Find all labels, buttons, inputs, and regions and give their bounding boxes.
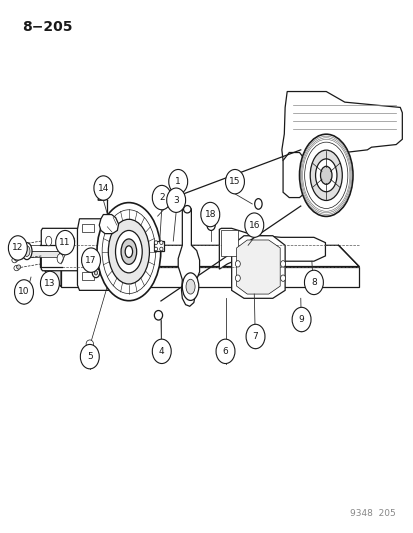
Ellipse shape <box>57 254 63 263</box>
Polygon shape <box>231 236 285 298</box>
Circle shape <box>166 188 185 213</box>
Ellipse shape <box>97 203 160 301</box>
Text: 9: 9 <box>298 315 304 324</box>
Ellipse shape <box>86 340 93 348</box>
Ellipse shape <box>183 206 190 213</box>
Text: 3: 3 <box>173 196 178 205</box>
Polygon shape <box>153 241 164 251</box>
Ellipse shape <box>280 275 285 281</box>
Ellipse shape <box>159 241 163 245</box>
Ellipse shape <box>125 246 132 257</box>
Ellipse shape <box>159 247 163 251</box>
Circle shape <box>225 169 244 194</box>
Circle shape <box>81 248 100 272</box>
Circle shape <box>292 308 310 332</box>
Ellipse shape <box>154 311 162 320</box>
Ellipse shape <box>206 220 215 230</box>
Ellipse shape <box>14 265 19 271</box>
Ellipse shape <box>309 150 342 200</box>
Ellipse shape <box>14 242 19 246</box>
Polygon shape <box>40 245 358 266</box>
Polygon shape <box>98 195 106 200</box>
Circle shape <box>152 185 171 210</box>
Circle shape <box>94 176 113 200</box>
Polygon shape <box>236 240 280 294</box>
Ellipse shape <box>235 261 240 267</box>
Ellipse shape <box>69 236 75 246</box>
Circle shape <box>169 169 187 194</box>
Text: 8: 8 <box>310 278 316 287</box>
Polygon shape <box>26 245 59 251</box>
Polygon shape <box>282 152 305 198</box>
Ellipse shape <box>12 243 17 248</box>
Circle shape <box>200 203 219 227</box>
Ellipse shape <box>154 247 157 251</box>
Text: 13: 13 <box>44 279 55 288</box>
Text: 1: 1 <box>175 177 180 186</box>
Ellipse shape <box>12 257 17 263</box>
Polygon shape <box>219 228 325 269</box>
Text: 12: 12 <box>12 244 24 253</box>
Ellipse shape <box>235 275 240 281</box>
Ellipse shape <box>320 166 331 184</box>
Polygon shape <box>41 228 78 271</box>
Polygon shape <box>99 215 118 233</box>
Ellipse shape <box>254 199 261 209</box>
Ellipse shape <box>315 159 336 192</box>
Text: 11: 11 <box>59 238 71 247</box>
Text: 4: 4 <box>159 347 164 356</box>
Text: 17: 17 <box>85 256 97 265</box>
Polygon shape <box>81 272 94 280</box>
Ellipse shape <box>108 219 149 284</box>
Text: 15: 15 <box>229 177 240 186</box>
Text: 2: 2 <box>159 193 164 202</box>
Ellipse shape <box>121 239 136 264</box>
Circle shape <box>245 324 264 349</box>
Circle shape <box>55 230 74 255</box>
Circle shape <box>304 270 323 295</box>
Text: 16: 16 <box>248 221 259 230</box>
Ellipse shape <box>115 230 142 273</box>
Polygon shape <box>81 224 94 232</box>
Ellipse shape <box>94 271 97 275</box>
Ellipse shape <box>280 261 285 267</box>
Ellipse shape <box>24 246 30 256</box>
Ellipse shape <box>185 279 195 294</box>
Text: 8−205: 8−205 <box>22 20 72 34</box>
Ellipse shape <box>182 273 198 301</box>
Circle shape <box>244 213 263 237</box>
Circle shape <box>80 344 99 369</box>
Polygon shape <box>26 251 59 257</box>
Text: 9348  205: 9348 205 <box>349 510 395 519</box>
Text: 10: 10 <box>18 287 30 296</box>
Ellipse shape <box>304 142 347 208</box>
Text: 5: 5 <box>87 352 93 361</box>
Circle shape <box>8 236 27 260</box>
Text: 18: 18 <box>204 210 216 219</box>
Ellipse shape <box>45 236 52 246</box>
Ellipse shape <box>22 243 32 260</box>
Polygon shape <box>40 245 61 287</box>
Polygon shape <box>221 230 237 256</box>
Ellipse shape <box>17 265 21 269</box>
Polygon shape <box>77 219 137 290</box>
Ellipse shape <box>154 241 157 245</box>
Ellipse shape <box>299 134 352 216</box>
Polygon shape <box>281 92 401 172</box>
Ellipse shape <box>102 210 155 294</box>
Circle shape <box>40 271 59 296</box>
Circle shape <box>14 280 33 304</box>
Ellipse shape <box>92 268 100 278</box>
Circle shape <box>216 339 235 364</box>
Polygon shape <box>178 208 199 306</box>
Polygon shape <box>61 266 358 287</box>
Ellipse shape <box>14 257 19 261</box>
Circle shape <box>152 339 171 364</box>
Text: 6: 6 <box>222 347 228 356</box>
Text: 7: 7 <box>252 332 258 341</box>
Text: 14: 14 <box>97 183 109 192</box>
